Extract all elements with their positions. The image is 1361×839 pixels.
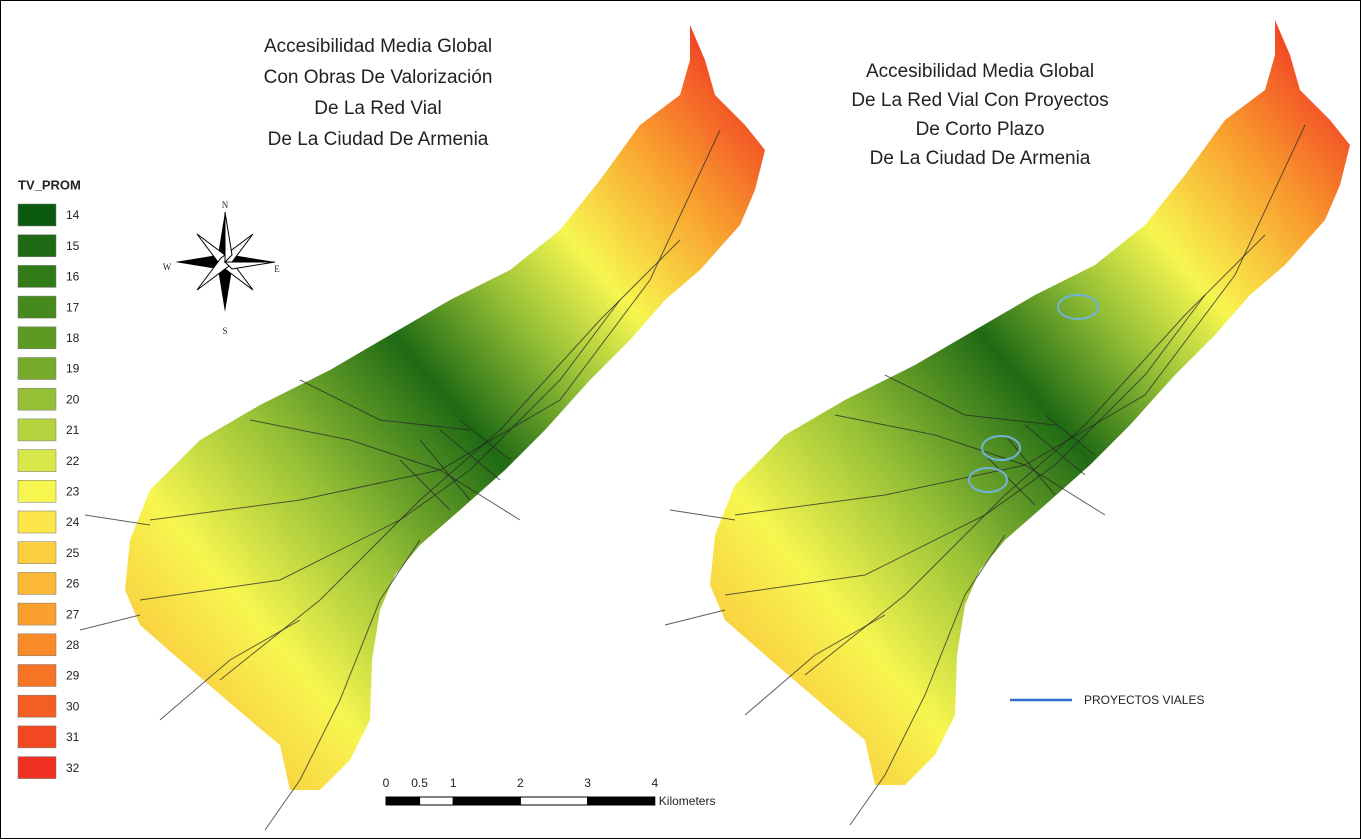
project-ellipse <box>1057 294 1099 320</box>
legend-label: 26 <box>66 577 80 591</box>
legend-swatch <box>17 756 57 779</box>
scale-segment <box>519 796 589 806</box>
legend-swatch <box>17 664 57 687</box>
scale-segment <box>452 796 521 806</box>
map-title-line: Accesibilidad Media Global <box>264 36 492 57</box>
legend-label: 14 <box>66 208 80 222</box>
legend-title: TV_PROM <box>18 177 81 192</box>
project-ellipse <box>981 435 1021 461</box>
scale-tick-label: 2 <box>517 776 524 790</box>
legend-label: 31 <box>66 730 80 744</box>
compass: N S E W <box>163 200 281 336</box>
legend-swatch <box>17 265 57 288</box>
legend-label: 32 <box>66 761 80 775</box>
scale-segment <box>385 796 421 806</box>
legend-swatch <box>17 326 57 350</box>
legend-label: 28 <box>66 638 80 652</box>
legend-swatch <box>17 234 57 257</box>
legend-label: 20 <box>66 392 80 406</box>
map-title-line: De Corto Plazo <box>916 119 1045 140</box>
legend-label: 27 <box>66 607 80 621</box>
legend-swatch <box>17 387 57 411</box>
scale-segment <box>587 796 656 806</box>
legend-label: 29 <box>66 669 80 683</box>
legend-label: 24 <box>66 515 80 529</box>
compass-n: N <box>222 200 229 210</box>
scale-tick-label: 1 <box>450 776 457 790</box>
compass-w: W <box>163 262 172 272</box>
legend-swatch <box>17 418 57 442</box>
legend-label: 18 <box>66 331 80 345</box>
map-title-line: De La Red Vial Con Proyectos <box>851 90 1108 111</box>
scale-tick-label: 3 <box>584 776 591 790</box>
legend-swatch <box>17 510 57 534</box>
legend-swatch <box>17 541 57 564</box>
legend-swatch <box>17 572 57 595</box>
compass-s: S <box>222 326 227 336</box>
legend-swatch <box>17 694 57 718</box>
legend-label: 15 <box>66 239 80 253</box>
legend-label: 23 <box>66 484 80 498</box>
legend-swatch <box>17 449 57 472</box>
compass-e: E <box>274 264 280 274</box>
scale-tick-label: 0 <box>383 776 390 790</box>
map-title-line: Con Obras De Valorización <box>264 67 493 88</box>
compass-rose <box>224 211 233 264</box>
legend-label: 22 <box>66 454 80 468</box>
legend-swatch <box>17 725 57 749</box>
legend-swatch <box>17 295 57 319</box>
project-markers <box>968 294 1099 493</box>
legend-label: 19 <box>66 362 80 376</box>
map-title-line: De La Ciudad De Armenia <box>268 129 489 150</box>
legend-swatch <box>17 480 57 503</box>
scale-unit: Kilometers <box>659 794 716 808</box>
legend-label: 30 <box>66 699 80 713</box>
legend-swatch <box>17 203 57 227</box>
map-title-line: De La Ciudad De Armenia <box>870 148 1091 169</box>
legend-label: 17 <box>66 300 80 314</box>
map-title-line: Accesibilidad Media Global <box>866 61 1094 82</box>
legend-swatch <box>17 633 57 657</box>
compass-rose <box>223 261 276 270</box>
legend-label: 21 <box>66 423 80 437</box>
legend-swatch <box>17 357 57 380</box>
scale-tick-label: 4 <box>651 776 658 790</box>
legend-label: 16 <box>66 270 80 284</box>
project-ellipse <box>968 467 1008 493</box>
legend-swatch <box>17 602 57 626</box>
scale-tick-label: 0.5 <box>411 776 428 790</box>
scale-segment <box>419 796 454 806</box>
projects-legend-label: PROYECTOS VIALES <box>1084 693 1205 707</box>
map-title-line: De La Red Vial <box>314 98 441 119</box>
legend-label: 25 <box>66 546 80 560</box>
right-map <box>664 19 1351 826</box>
